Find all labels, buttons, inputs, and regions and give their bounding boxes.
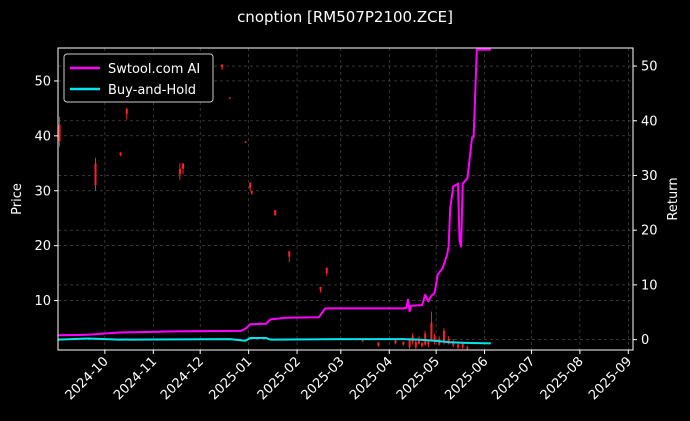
legend-label-ai: Swtool.com AI [108, 62, 200, 77]
candle-body [457, 344, 459, 348]
candle-body [274, 209, 277, 216]
legend: Swtool.com AI Buy-and-Hold [63, 53, 214, 103]
y-axis-right: 0 10 20 30 40 50 [633, 60, 658, 348]
x-tick-label: 2024-10 [63, 354, 112, 403]
candle-body [244, 141, 247, 143]
candle-body [178, 168, 181, 175]
x-tick-label: 2024-11 [111, 354, 160, 403]
x-tick-label: 2025-01 [206, 354, 255, 403]
candle-body [394, 340, 397, 344]
x-tick-label: 2025-03 [299, 354, 348, 403]
candle-body [325, 267, 328, 274]
candle-body [421, 343, 424, 346]
y-right-tick-label: 40 [641, 114, 658, 129]
candle-body [424, 333, 427, 345]
candle-body [125, 108, 128, 114]
x-tick-label: 2025-05 [394, 354, 443, 403]
candle-body [377, 342, 380, 346]
y-left-tick-label: 50 [34, 74, 51, 89]
y-right-tick-label: 50 [641, 60, 658, 75]
y-axis-left: 10 20 30 40 50 [34, 74, 58, 309]
y-axis-label-right: Return [666, 177, 681, 220]
series-line-ai [57, 48, 491, 337]
series-lines [57, 48, 491, 345]
x-tick-label: 2025-02 [255, 354, 304, 403]
x-tick-label: 2025-07 [489, 354, 538, 403]
y-right-tick-label: 10 [641, 278, 658, 293]
y-left-tick-label: 20 [34, 239, 51, 254]
candle-body [58, 124, 61, 142]
x-tick-label: 2025-09 [586, 354, 635, 403]
candle-body [228, 97, 231, 99]
y-right-tick-label: 30 [641, 169, 658, 184]
candle-body [250, 190, 253, 194]
y-axis-label-left: Price [10, 183, 25, 215]
candle-body [94, 163, 97, 186]
candle-body [249, 182, 252, 189]
candle-body [361, 340, 364, 342]
candle-body [408, 340, 411, 348]
legend-label-hold: Buy-and-Hold [108, 83, 196, 98]
candle-body [402, 341, 405, 345]
candle-body [221, 64, 224, 68]
candle-body [417, 339, 420, 344]
candle-body [427, 341, 430, 345]
series-line-hold [57, 337, 491, 345]
plot-frame [57, 47, 634, 351]
candle-body [414, 341, 417, 348]
candle-body [466, 347, 469, 349]
y-left-tick-label: 30 [34, 184, 51, 199]
y-right-tick-label: 0 [641, 333, 649, 348]
x-tick-label: 2025-06 [442, 354, 491, 403]
y-left-tick-label: 10 [34, 294, 51, 309]
candle-body [442, 330, 445, 342]
candle-body [119, 152, 122, 156]
candle-body [433, 336, 436, 342]
candle-body [182, 163, 184, 169]
x-tick-label: 2025-08 [538, 354, 587, 403]
y-right-tick-label: 20 [641, 224, 658, 239]
candle-body [319, 286, 322, 290]
x-tick-label: 2024-12 [158, 354, 207, 403]
y-left-tick-label: 40 [34, 129, 51, 144]
candle-body [430, 322, 433, 340]
grid [58, 48, 633, 350]
chart-title: cnoption [RM507P2100.ZCE] [237, 8, 453, 26]
candle-body [288, 251, 291, 257]
x-tick-label: 2025-04 [347, 354, 396, 403]
candle-body [461, 343, 464, 348]
candle-body [452, 341, 455, 346]
